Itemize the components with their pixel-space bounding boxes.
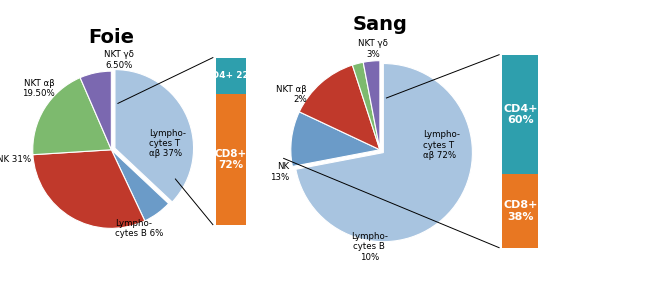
Bar (502, 174, 538, 248)
Text: NKT γδ
6.50%: NKT γδ 6.50% (104, 50, 134, 70)
Bar (502, 55, 538, 174)
Text: Lympho-
cytes T
αβ 72%: Lympho- cytes T αβ 72% (422, 130, 460, 160)
Wedge shape (80, 71, 111, 150)
Text: Lympho-
cytes B 6%: Lympho- cytes B 6% (115, 219, 164, 238)
Title: Sang: Sang (352, 15, 407, 34)
Wedge shape (33, 78, 111, 155)
Text: Lympho-
cytes T
αβ 37%: Lympho- cytes T αβ 37% (149, 128, 186, 158)
Text: NK 31%: NK 31% (0, 155, 31, 164)
Wedge shape (299, 65, 380, 150)
Wedge shape (364, 61, 380, 150)
Wedge shape (352, 62, 380, 150)
Title: Foie: Foie (88, 28, 134, 47)
Text: CD4+
60%: CD4+ 60% (503, 104, 538, 125)
Text: CD4+ 22%: CD4+ 22% (204, 71, 257, 80)
Text: NKT αβ
2%: NKT αβ 2% (276, 85, 307, 104)
Text: CD8+
72%: CD8+ 72% (215, 149, 247, 170)
Wedge shape (296, 64, 472, 242)
Wedge shape (115, 70, 194, 202)
Bar (215, 94, 246, 225)
Bar (215, 58, 246, 94)
Text: Lympho-
cytes B
10%: Lympho- cytes B 10% (350, 232, 388, 262)
Wedge shape (291, 112, 380, 166)
Text: NK
13%: NK 13% (270, 162, 289, 182)
Text: NKT αβ
19.50%: NKT αβ 19.50% (22, 79, 55, 98)
Text: CD8+
38%: CD8+ 38% (503, 200, 538, 222)
Wedge shape (33, 150, 145, 228)
Wedge shape (111, 150, 168, 221)
Text: NKT γδ
3%: NKT γδ 3% (358, 39, 388, 59)
